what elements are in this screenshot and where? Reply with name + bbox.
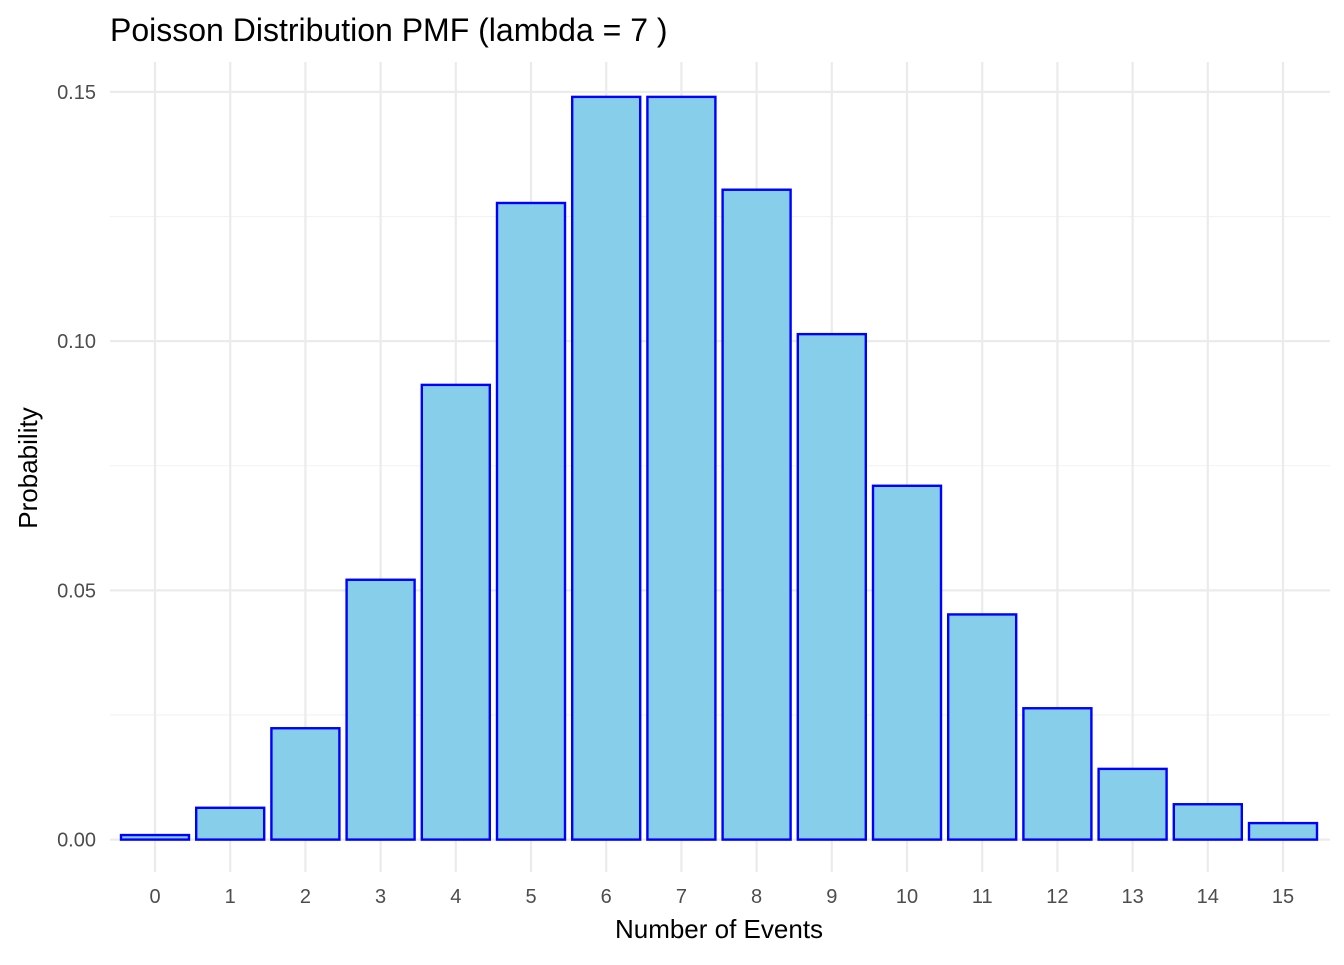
- bar-15: [1247, 821, 1319, 841]
- bar-4: [420, 383, 491, 841]
- x-tick-label: 5: [525, 886, 536, 908]
- bar-14: [1172, 803, 1244, 841]
- bar-10: [871, 484, 943, 841]
- bar-9: [796, 332, 867, 841]
- x-tick-label: 8: [751, 886, 762, 908]
- bar-0: [119, 833, 191, 841]
- x-tick-label: 9: [826, 886, 837, 908]
- bar-2: [270, 727, 341, 841]
- x-tick-label: 4: [450, 886, 461, 908]
- y-tick-label: 0.10: [57, 331, 96, 353]
- x-tick-label: 1: [225, 886, 236, 908]
- bar-13: [1097, 767, 1168, 841]
- chart-title: Poisson Distribution PMF (lambda = 7 ): [110, 12, 668, 48]
- bars-layer: [119, 95, 1319, 841]
- x-tick-label: 14: [1197, 886, 1219, 908]
- y-axis-title: Probability: [13, 407, 43, 528]
- x-tick-label: 13: [1121, 886, 1143, 908]
- x-axis-title: Number of Events: [615, 914, 823, 944]
- bar-8: [721, 188, 792, 841]
- bar-11: [947, 613, 1018, 841]
- bar-12: [1022, 707, 1093, 841]
- x-tick-label: 12: [1046, 886, 1068, 908]
- bar-3: [345, 578, 416, 841]
- y-tick-label: 0.00: [57, 830, 96, 852]
- bar-6: [571, 95, 642, 841]
- y-tick-label: 0.05: [57, 580, 96, 602]
- x-tick-label: 6: [601, 886, 612, 908]
- x-tick-label: 3: [375, 886, 386, 908]
- bar-5: [495, 201, 567, 841]
- x-axis-ticks: 0 1 2 3 4 5 6 7 8 9 10 11 12 13 14 15: [149, 886, 1294, 908]
- x-tick-label: 0: [149, 886, 160, 908]
- x-tick-label: 2: [300, 886, 311, 908]
- bar-7: [646, 95, 717, 841]
- x-tick-label: 15: [1272, 886, 1294, 908]
- x-tick-label: 10: [896, 886, 918, 908]
- x-tick-label: 7: [676, 886, 687, 908]
- x-tick-label: 11: [972, 886, 993, 908]
- bar-1: [194, 806, 266, 841]
- y-tick-label: 0.15: [57, 82, 96, 104]
- y-axis-ticks: 0.00 0.05 0.10 0.15: [57, 82, 96, 852]
